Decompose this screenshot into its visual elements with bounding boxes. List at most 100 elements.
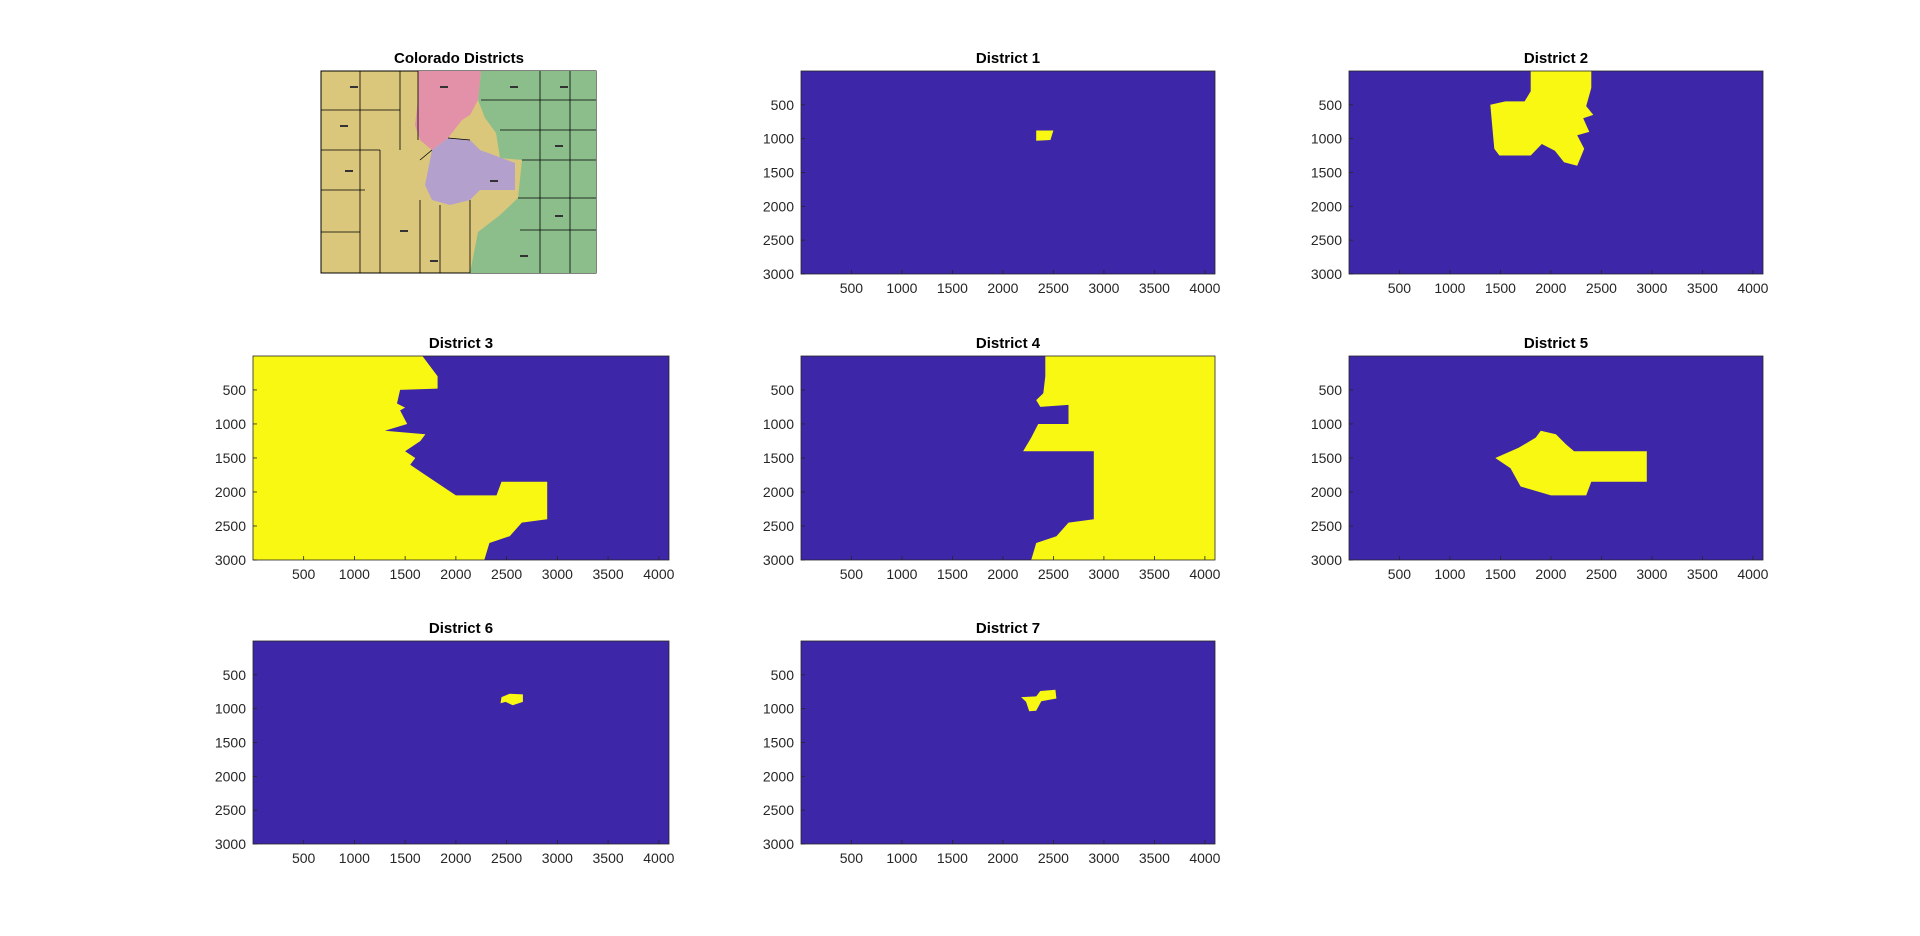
x-tick-label: 1500	[390, 850, 421, 866]
map-label-mark	[490, 180, 498, 182]
map-label-mark	[345, 170, 353, 172]
x-tick-label: 3500	[1139, 566, 1170, 582]
y-tick-label: 1000	[763, 701, 794, 717]
axis-ticks: 500 1000 1500 2000 2500 3000 3500 4000 500 1000 15…	[1311, 382, 1769, 582]
y-tick-label: 500	[771, 382, 795, 398]
x-tick-label: 1500	[937, 566, 968, 582]
y-tick-label: 1500	[1311, 164, 1342, 180]
x-tick-label: 2500	[1038, 566, 1069, 582]
axis-ticks: 500 1000 1500 2000 2500 3000 3500 4000 500 1000 15…	[215, 382, 675, 582]
x-tick-label: 1500	[937, 850, 968, 866]
y-tick-label: 2000	[215, 484, 246, 500]
map-county-labels	[340, 86, 568, 262]
x-tick-label: 3500	[1139, 850, 1170, 866]
x-tick-label: 4000	[1189, 280, 1220, 296]
y-tick-label: 2000	[215, 768, 246, 784]
map-label-mark	[440, 86, 448, 88]
district-region	[1021, 689, 1057, 712]
panel-title: District 4	[976, 335, 1041, 352]
y-tick-label: 1000	[763, 416, 794, 432]
panel-district-5: District 5 500 1000 1500 2000 2500 3000 3500 40…	[1311, 335, 1769, 582]
map-label-mark	[400, 230, 408, 232]
district-region	[1036, 130, 1054, 141]
map-label-mark	[340, 125, 348, 127]
x-tick-label: 1000	[339, 850, 370, 866]
x-tick-label: 2000	[440, 566, 471, 582]
panel-district-2: District 2 500 1000 1500 2000 2500 3000 3500 40…	[1311, 50, 1769, 296]
y-tick-label: 2000	[763, 198, 794, 214]
x-tick-label: 1500	[390, 566, 421, 582]
y-tick-label: 3000	[763, 552, 794, 568]
panel-district-6: District 6 500 1000 1500 2000 2500 3000 3500 40…	[215, 620, 675, 866]
panel-colorado-districts-map: Colorado Districts	[320, 50, 597, 274]
x-tick-label: 500	[1388, 566, 1412, 582]
panel-district-3: District 3 500 1000 1500 2000 2500 3000 3500 40…	[215, 335, 675, 582]
map-region-green	[470, 71, 596, 273]
y-tick-label: 3000	[215, 552, 246, 568]
panel-title: District 2	[1524, 50, 1588, 67]
x-tick-label: 2500	[491, 850, 522, 866]
x-tick-label: 3500	[1687, 566, 1718, 582]
x-tick-label: 2500	[491, 566, 522, 582]
y-tick-label: 500	[223, 667, 247, 683]
x-tick-label: 1500	[937, 280, 968, 296]
district-region	[500, 693, 523, 706]
x-tick-label: 3500	[1139, 280, 1170, 296]
panel-district-1: District 1 500 1000 1500 2000 2500 3000 3500 40…	[763, 50, 1221, 296]
axis-ticks: 500 1000 1500 2000 2500 3000 3500 4000 500 1000 15…	[763, 667, 1221, 866]
y-tick-label: 1500	[763, 164, 794, 180]
x-tick-label: 3500	[1687, 280, 1718, 296]
y-tick-label: 3000	[1311, 552, 1342, 568]
x-tick-label: 500	[840, 850, 864, 866]
y-tick-label: 500	[223, 382, 247, 398]
x-tick-label: 2000	[1535, 566, 1566, 582]
panel-district-7: District 7 500 1000 1500 2000 2500 3000 3500 40…	[763, 620, 1221, 866]
y-tick-label: 1000	[215, 416, 246, 432]
y-tick-label: 3000	[763, 836, 794, 852]
y-tick-label: 2000	[763, 768, 794, 784]
map-label-mark	[430, 260, 438, 262]
y-tick-label: 1500	[215, 450, 246, 466]
y-tick-label: 3000	[215, 836, 246, 852]
y-tick-label: 2500	[215, 802, 246, 818]
map-region-pink	[415, 71, 481, 150]
panel-district-4: District 4 500 1000 1500 2000 2500 3000 3500 40…	[763, 335, 1221, 582]
y-tick-label: 3000	[1311, 266, 1342, 282]
axis-ticks: 500 1000 1500 2000 2500 3000 3500 4000 500 1000 15…	[763, 97, 1221, 296]
x-tick-label: 500	[292, 850, 316, 866]
panel-title: District 5	[1524, 335, 1588, 352]
y-tick-label: 2500	[1311, 232, 1342, 248]
x-tick-label: 1000	[886, 566, 917, 582]
district-region	[253, 356, 548, 560]
y-tick-label: 2000	[1311, 198, 1342, 214]
y-tick-label: 3000	[763, 266, 794, 282]
x-tick-label: 4000	[1189, 850, 1220, 866]
map-label-mark	[350, 86, 358, 88]
x-tick-label: 500	[840, 566, 864, 582]
colorado-map-image	[320, 70, 597, 274]
x-tick-label: 2000	[987, 280, 1018, 296]
x-tick-label: 3000	[1088, 280, 1119, 296]
map-label-mark	[520, 255, 528, 257]
panel-title: District 6	[429, 620, 493, 637]
y-tick-label: 1500	[1311, 450, 1342, 466]
y-tick-label: 500	[771, 97, 795, 113]
map-label-mark	[555, 145, 563, 147]
map-label-mark	[510, 86, 518, 88]
x-tick-label: 2500	[1586, 566, 1617, 582]
y-tick-label: 1000	[763, 131, 794, 147]
y-tick-label: 2000	[763, 484, 794, 500]
x-tick-label: 3000	[1088, 850, 1119, 866]
x-tick-label: 2500	[1038, 280, 1069, 296]
x-tick-label: 3000	[1636, 280, 1667, 296]
x-tick-label: 2000	[987, 850, 1018, 866]
map-county-borders	[321, 71, 596, 273]
x-tick-label: 2000	[1535, 280, 1566, 296]
mask-background	[253, 641, 669, 844]
x-tick-label: 2000	[987, 566, 1018, 582]
axis-ticks: 500 1000 1500 2000 2500 3000 3500 4000 500 1000 15…	[1311, 97, 1769, 296]
y-tick-label: 500	[771, 667, 795, 683]
x-tick-label: 1500	[1485, 566, 1516, 582]
x-tick-label: 1000	[886, 280, 917, 296]
